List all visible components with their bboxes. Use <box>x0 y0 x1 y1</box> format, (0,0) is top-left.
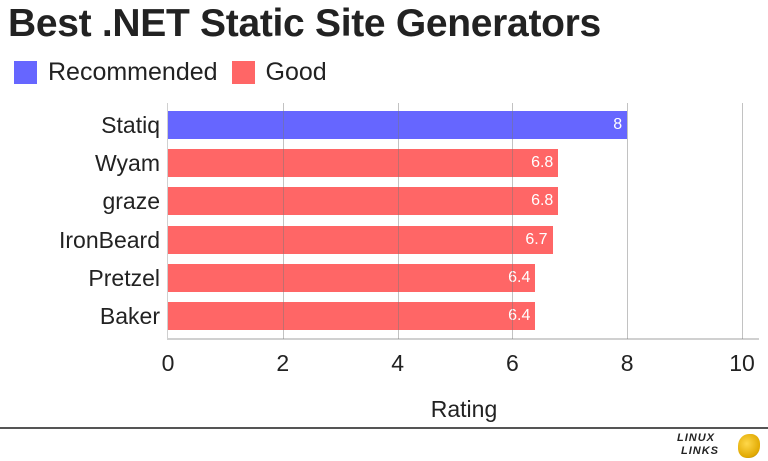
penguin-icon <box>738 434 760 458</box>
bar-value-label: 6.8 <box>531 192 554 209</box>
x-axis-label: Rating <box>430 396 498 422</box>
category-label: graze <box>102 188 160 214</box>
gridline <box>282 103 284 339</box>
bar-value-label: 6.4 <box>508 307 531 324</box>
gridline <box>742 103 743 339</box>
category-label: Wyam <box>95 150 160 176</box>
bar-statiq: 8 <box>168 111 628 139</box>
gridline <box>627 103 629 339</box>
legend-item-good: Good <box>231 57 327 87</box>
bar-value-label: 8 <box>613 116 623 133</box>
bar-ironbeard: 6.7 <box>168 226 553 254</box>
category-label: Statiq <box>101 112 160 138</box>
legend-swatch-good <box>231 60 255 84</box>
category-label: Pretzel <box>88 265 160 291</box>
bar-graze: 6.8 <box>168 187 559 215</box>
bar-value-label: 6.8 <box>531 154 554 171</box>
y-axis-line <box>167 103 168 339</box>
x-axis-line <box>167 338 759 340</box>
x-tick-label: 10 <box>729 350 755 376</box>
x-tick-label: 2 <box>276 350 290 376</box>
category-label: Baker <box>99 303 160 329</box>
logo-text-line1: LINUX <box>677 432 715 444</box>
legend-item-recommended: Recommended <box>14 58 218 87</box>
category-label: IronBeard <box>58 227 160 253</box>
x-tick-label: 6 <box>505 350 519 376</box>
bar-value-label: 6.7 <box>525 231 548 248</box>
x-tick-label: 4 <box>391 350 404 376</box>
legend-label-recommended: Recommended <box>48 57 218 86</box>
logo-text-line2: LINKS <box>681 445 719 457</box>
gridline <box>512 103 514 339</box>
legend-swatch-recommended <box>14 60 37 84</box>
footer-divider <box>0 427 768 429</box>
x-tick-label: 0 <box>161 350 175 376</box>
bar-baker: 6.4 <box>168 302 536 330</box>
bar-pretzel: 6.4 <box>168 264 536 292</box>
bar-wyam: 6.8 <box>168 149 559 177</box>
x-tick-label: 8 <box>620 350 634 376</box>
chart-title: Best .NET Static Site Generators <box>8 2 601 45</box>
bar-value-label: 6.4 <box>508 269 531 286</box>
legend-label-good: Good <box>265 57 327 86</box>
legend: Recommended Good <box>14 58 341 86</box>
linuxlinks-logo: LINUX LINKS <box>672 432 768 460</box>
gridline <box>397 103 399 339</box>
plot-area: 8 6.8 6.8 6.7 6.4 6.4 <box>168 103 743 339</box>
